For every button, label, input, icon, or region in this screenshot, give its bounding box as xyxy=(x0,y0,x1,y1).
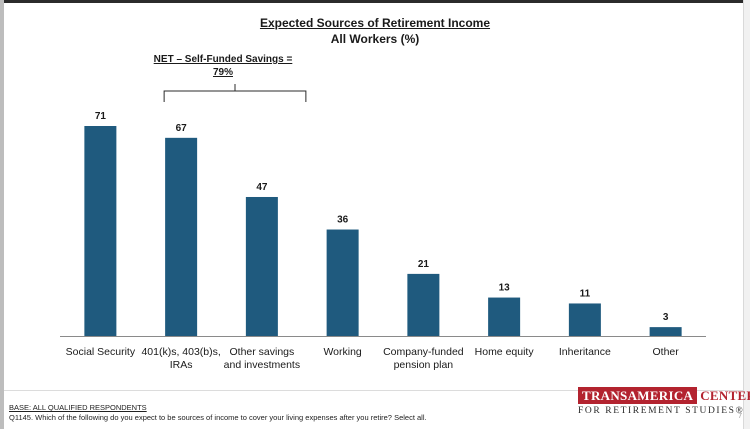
bar xyxy=(407,273,440,336)
net-bracket xyxy=(163,90,307,102)
logo-word-transamerica: TRANSAMERICA xyxy=(578,387,698,404)
bar xyxy=(568,303,601,336)
page-number: 7 xyxy=(738,413,742,420)
category-label: Social Security xyxy=(66,346,136,358)
category-label: 401(k)s, 403(b)s, xyxy=(141,346,220,358)
bar xyxy=(488,297,521,336)
data-label: 11 xyxy=(580,288,591,299)
data-label: 3 xyxy=(663,312,669,323)
data-label: 47 xyxy=(256,182,268,193)
question-note: Q1145. Which of the following do you exp… xyxy=(9,413,427,422)
top-border xyxy=(0,0,750,3)
chart-title: Expected Sources of Retirement Income xyxy=(259,16,491,30)
category-label: Home equity xyxy=(475,346,535,358)
category-label: pension plan xyxy=(394,359,454,371)
data-label: 67 xyxy=(176,123,188,134)
net-annotation-value: 79% xyxy=(212,67,233,78)
bar xyxy=(326,229,359,336)
bar xyxy=(84,126,117,336)
logo-tagline: FOR RETIREMENT STUDIES® xyxy=(578,406,745,416)
category-label: Other savings xyxy=(229,346,294,358)
data-label: 13 xyxy=(499,283,511,294)
net-annotation-label: NET – Self-Funded Savings = xyxy=(153,54,293,65)
category-label: Working xyxy=(323,346,361,358)
transamerica-logo: TRANSAMERICA CENTER FOR RETIREMENT STUDI… xyxy=(578,387,750,416)
category-label: and investments xyxy=(224,359,300,371)
category-label: Other xyxy=(652,346,679,358)
data-label: 36 xyxy=(337,215,349,226)
category-label: Inheritance xyxy=(559,346,611,358)
left-border xyxy=(0,0,4,429)
category-label: Company-funded xyxy=(383,346,464,358)
bar xyxy=(649,327,682,336)
chart-subtitle: All Workers (%) xyxy=(330,32,420,46)
data-label: 71 xyxy=(95,111,107,122)
data-label: 21 xyxy=(418,259,430,270)
bar xyxy=(245,196,278,336)
base-note: BASE: ALL QUALIFIED RESPONDENTS xyxy=(9,403,147,412)
right-scroll-edge xyxy=(743,0,750,429)
logo-word-center: CENTER xyxy=(700,388,750,403)
bar xyxy=(165,137,198,336)
category-label: IRAs xyxy=(170,359,193,371)
